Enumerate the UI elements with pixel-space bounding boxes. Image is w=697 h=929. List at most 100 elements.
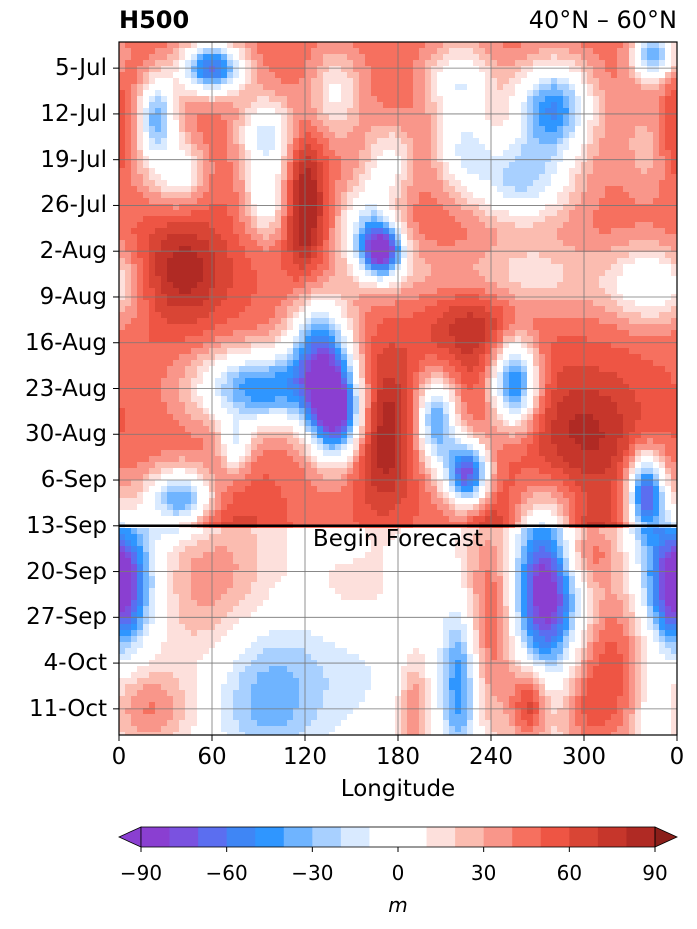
field-cell xyxy=(509,168,516,175)
field-cell xyxy=(347,240,354,247)
field-cell xyxy=(251,144,258,151)
field-cell xyxy=(143,96,150,103)
field-cell xyxy=(239,168,246,175)
field-cell xyxy=(503,168,510,175)
field-cell xyxy=(479,84,486,91)
field-cell xyxy=(473,204,480,211)
field-cell xyxy=(239,144,246,151)
field-cell xyxy=(317,360,324,367)
field-cell xyxy=(125,324,132,331)
field-cell xyxy=(173,78,180,85)
field-cell xyxy=(509,276,516,283)
field-cell xyxy=(119,90,126,97)
field-cell xyxy=(335,132,342,139)
field-cell xyxy=(155,306,162,313)
field-cell xyxy=(377,360,384,367)
field-cell xyxy=(461,114,468,121)
field-cell xyxy=(389,198,396,205)
field-cell xyxy=(143,150,150,157)
field-cell xyxy=(443,348,450,355)
field-cell xyxy=(491,156,498,163)
field-cell xyxy=(365,210,372,217)
field-cell xyxy=(641,288,648,295)
field-cell xyxy=(281,270,288,277)
field-cell xyxy=(473,252,480,259)
field-cell xyxy=(515,126,522,133)
field-cell xyxy=(437,144,444,151)
field-cell xyxy=(593,120,600,127)
field-cell xyxy=(557,138,564,145)
field-cell xyxy=(353,204,360,211)
field-cell xyxy=(167,114,174,121)
field-cell xyxy=(149,54,156,61)
field-cell xyxy=(275,108,282,115)
field-cell xyxy=(671,78,677,85)
field-cell xyxy=(659,78,666,85)
field-cell xyxy=(377,192,384,199)
field-cell xyxy=(257,144,264,151)
field-cell xyxy=(515,228,522,235)
field-cell xyxy=(389,258,396,265)
field-cell xyxy=(137,114,144,121)
field-cell xyxy=(239,258,246,265)
field-cell xyxy=(647,108,654,115)
field-cell xyxy=(203,264,210,271)
field-cell xyxy=(383,78,390,85)
field-cell xyxy=(509,204,516,211)
field-cell xyxy=(287,360,294,367)
field-cell xyxy=(407,276,414,283)
field-cell xyxy=(653,282,660,289)
field-cell xyxy=(623,138,630,145)
field-cell xyxy=(335,168,342,175)
field-cell xyxy=(671,228,677,235)
field-cell xyxy=(515,354,522,361)
field-cell xyxy=(383,330,390,337)
field-cell xyxy=(251,234,258,241)
field-cell xyxy=(389,264,396,271)
field-cell xyxy=(509,240,516,247)
field-cell xyxy=(305,54,312,61)
field-cell xyxy=(503,204,510,211)
field-cell xyxy=(275,162,282,169)
field-cell xyxy=(503,210,510,217)
field-cell xyxy=(239,60,246,67)
field-cell xyxy=(437,222,444,229)
field-cell xyxy=(203,114,210,121)
field-cell xyxy=(137,120,144,127)
field-cell xyxy=(257,90,264,97)
field-cell xyxy=(155,186,162,193)
field-cell xyxy=(515,132,522,139)
field-cell xyxy=(467,258,474,265)
field-cell xyxy=(371,48,378,55)
field-cell xyxy=(659,186,666,193)
field-cell xyxy=(191,60,198,67)
field-cell xyxy=(197,132,204,139)
field-cell xyxy=(551,114,558,121)
field-cell xyxy=(641,342,648,349)
field-cell xyxy=(275,120,282,127)
field-cell xyxy=(611,84,618,91)
field-cell xyxy=(257,180,264,187)
field-cell xyxy=(515,108,522,115)
field-cell xyxy=(623,42,630,49)
field-cell xyxy=(329,120,336,127)
field-cell xyxy=(263,66,270,73)
field-cell xyxy=(161,180,168,187)
field-cell xyxy=(629,138,636,145)
field-cell xyxy=(251,150,258,157)
field-cell xyxy=(509,246,516,253)
field-cell xyxy=(485,342,492,349)
field-cell xyxy=(173,60,180,67)
field-cell xyxy=(527,300,534,307)
field-cell xyxy=(179,114,186,121)
field-cell xyxy=(125,54,132,61)
field-cell xyxy=(515,186,522,193)
field-cell xyxy=(497,270,504,277)
field-cell xyxy=(149,210,156,217)
field-cell xyxy=(551,120,558,127)
field-cell xyxy=(287,288,294,295)
field-cell xyxy=(347,96,354,103)
field-cell xyxy=(263,72,270,79)
field-cell xyxy=(641,306,648,313)
field-cell xyxy=(401,192,408,199)
